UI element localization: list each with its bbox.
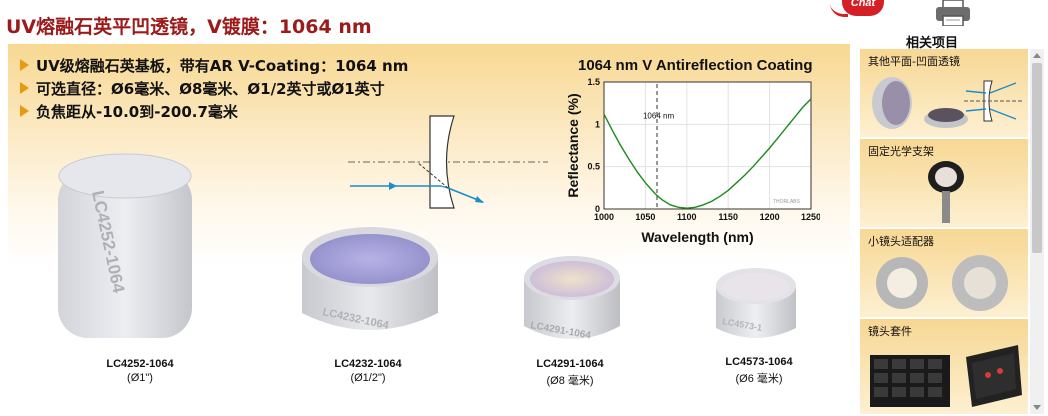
product-code[interactable]: LC4573-1064 — [725, 356, 793, 368]
bullet-arrow-icon — [20, 105, 29, 117]
page-title: UV熔融石英平凹透镜，V镀膜：1064 nm — [6, 16, 372, 38]
product-caption[interactable]: LC4291-1064 (Ø8 毫米) — [520, 358, 620, 388]
y-axis-label: Reflectance (%) — [565, 93, 581, 197]
x-axis-label: Wavelength (nm) — [641, 229, 753, 245]
lens-adapter-icon — [876, 255, 1008, 311]
related-item-label: 固定光学支架 — [868, 145, 934, 158]
product-code[interactable]: LC4291-1064 — [536, 358, 604, 370]
y-tick-label: 1.5 — [587, 77, 600, 87]
x-tick-label: 1250 — [801, 212, 820, 222]
related-items-heading: 相关项目 — [906, 36, 959, 51]
feature-text: 负焦距从-10.0到-200.7毫米 — [36, 103, 238, 121]
related-item-label: 其他平面-凹面透镜 — [868, 55, 960, 68]
feature-text: UV级熔融石英基板，带有AR V-Coating：1064 nm — [36, 57, 409, 75]
lens-LC4291-image: LC4291-1064 — [524, 256, 620, 342]
x-tick-label: 1200 — [760, 212, 780, 222]
plot-frame — [603, 81, 812, 210]
related-item-lens-adapters[interactable]: 小镜头适配器 — [860, 229, 1028, 319]
x-tick-label: 1000 — [594, 212, 614, 222]
lens-ray-diagram — [348, 115, 548, 209]
y-tick-label: 1 — [595, 119, 600, 129]
product-caption[interactable]: LC4232-1064 (Ø1/2") — [318, 358, 418, 384]
scroll-down-arrow-icon[interactable] — [1033, 405, 1041, 410]
printer-icon[interactable] — [934, 0, 972, 26]
optic-mount-icon — [928, 161, 964, 223]
product-size: (Ø8 毫米) — [546, 375, 594, 387]
chart-title: 1064 nm V Antireflection Coating — [578, 57, 813, 74]
product-size: (Ø1") — [127, 372, 153, 384]
chat-bubble-tail-icon — [830, 2, 848, 17]
related-item-fixed-optic-mounts[interactable]: 固定光学支架 — [860, 139, 1028, 229]
product-size: (Ø6 毫米) — [735, 373, 783, 385]
y-tick-label: 0 — [595, 204, 600, 214]
scroll-up-arrow-icon[interactable] — [1033, 53, 1041, 58]
annotation-label: 1064 nm — [643, 111, 674, 120]
lens-LC4232-image: LC4232-1064 — [302, 227, 438, 332]
scrollbar-thumb[interactable] — [1032, 63, 1042, 253]
sidebar-scrollbar[interactable] — [1030, 49, 1044, 414]
related-items-sidebar: 其他平面-凹面透镜 固定光学支架 小镜头适配器 — [860, 49, 1028, 416]
x-tick-label: 1100 — [677, 212, 697, 222]
x-tick-label: 1150 — [718, 212, 738, 222]
chat-label: Chat — [842, 0, 884, 16]
lens-thumbnail-icon — [872, 77, 1022, 129]
lens-LC4573-image: LC4573-1 — [716, 268, 796, 338]
related-item-label: 镜头套件 — [868, 325, 912, 338]
related-item-lens-kits[interactable]: 镜头套件 — [860, 319, 1028, 416]
product-code[interactable]: LC4252-1064 — [106, 358, 174, 370]
product-size: (Ø1/2") — [350, 372, 386, 384]
series-line — [603, 98, 812, 209]
product-caption[interactable]: LC4252-1064 (Ø1") — [90, 358, 190, 384]
product-code[interactable]: LC4232-1064 — [334, 358, 402, 370]
x-tick-label: 1050 — [635, 212, 655, 222]
bullet-arrow-icon — [20, 59, 29, 71]
feature-item: UV级熔融石英基板，带有AR V-Coating：1064 nm — [20, 56, 408, 79]
feature-item: 可选直径：Ø6毫米、Ø8毫米、Ø1/2英寸或Ø1英寸 — [20, 79, 408, 102]
feature-item: 负焦距从-10.0到-200.7毫米 — [20, 102, 408, 125]
reflectance-chart: 1000 1050 1100 1150 1200 1250 0 0.5 1 1.5 Waveleng… — [565, 77, 820, 245]
related-item-label: 小镜头适配器 — [868, 235, 934, 248]
lens-kit-icon — [870, 345, 1022, 407]
chat-button[interactable]: Chat — [822, 0, 884, 18]
product-caption[interactable]: LC4573-1064 (Ø6 毫米) — [709, 356, 809, 386]
plot-area — [604, 82, 811, 209]
lens-LC4252-image: LC4252-1064 — [58, 153, 192, 338]
y-tick-label: 0.5 — [587, 162, 600, 172]
feature-list: UV级熔融石英基板，带有AR V-Coating：1064 nm 可选直径：Ø6… — [20, 56, 408, 125]
chart-watermark: THORLABS — [773, 199, 801, 205]
related-item-plano-concave-lenses[interactable]: 其他平面-凹面透镜 — [860, 49, 1028, 139]
bullet-arrow-icon — [20, 82, 29, 94]
feature-text: 可选直径：Ø6毫米、Ø8毫米、Ø1/2英寸或Ø1英寸 — [36, 80, 385, 98]
